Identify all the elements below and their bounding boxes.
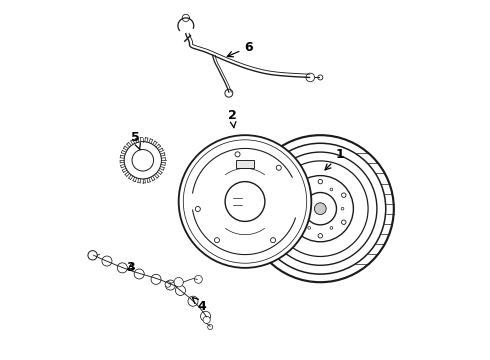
Circle shape	[318, 234, 322, 238]
Text: 5: 5	[131, 131, 141, 150]
Bar	[236, 160, 254, 168]
Circle shape	[134, 269, 144, 279]
Circle shape	[195, 275, 202, 283]
Circle shape	[341, 207, 344, 210]
Circle shape	[102, 256, 112, 266]
Circle shape	[225, 89, 233, 97]
Circle shape	[276, 165, 281, 170]
Text: 1: 1	[325, 148, 344, 170]
Circle shape	[225, 181, 265, 221]
Circle shape	[342, 220, 346, 224]
Text: 6: 6	[227, 41, 253, 57]
Circle shape	[330, 188, 333, 191]
Circle shape	[151, 274, 161, 284]
Circle shape	[304, 193, 337, 225]
Circle shape	[215, 238, 220, 243]
Circle shape	[306, 73, 315, 82]
Circle shape	[124, 141, 161, 179]
Circle shape	[208, 324, 213, 329]
Circle shape	[203, 316, 210, 323]
Circle shape	[294, 220, 299, 224]
Circle shape	[270, 238, 275, 243]
Circle shape	[287, 176, 353, 242]
Circle shape	[200, 311, 211, 321]
Circle shape	[88, 251, 97, 260]
Circle shape	[179, 135, 311, 268]
Circle shape	[174, 278, 183, 287]
Circle shape	[318, 75, 323, 80]
Circle shape	[196, 207, 200, 212]
Circle shape	[330, 226, 333, 229]
Text: 2: 2	[228, 109, 237, 128]
Circle shape	[308, 226, 311, 229]
Circle shape	[308, 188, 311, 191]
Circle shape	[165, 282, 171, 287]
Circle shape	[166, 280, 175, 290]
Text: 3: 3	[126, 261, 135, 274]
Circle shape	[342, 193, 346, 197]
Circle shape	[318, 179, 322, 184]
Circle shape	[235, 152, 240, 157]
Circle shape	[297, 207, 299, 210]
Circle shape	[294, 193, 299, 197]
Circle shape	[175, 285, 186, 296]
Circle shape	[315, 203, 326, 215]
Circle shape	[188, 296, 198, 306]
Circle shape	[117, 263, 127, 273]
Text: 4: 4	[193, 297, 206, 313]
